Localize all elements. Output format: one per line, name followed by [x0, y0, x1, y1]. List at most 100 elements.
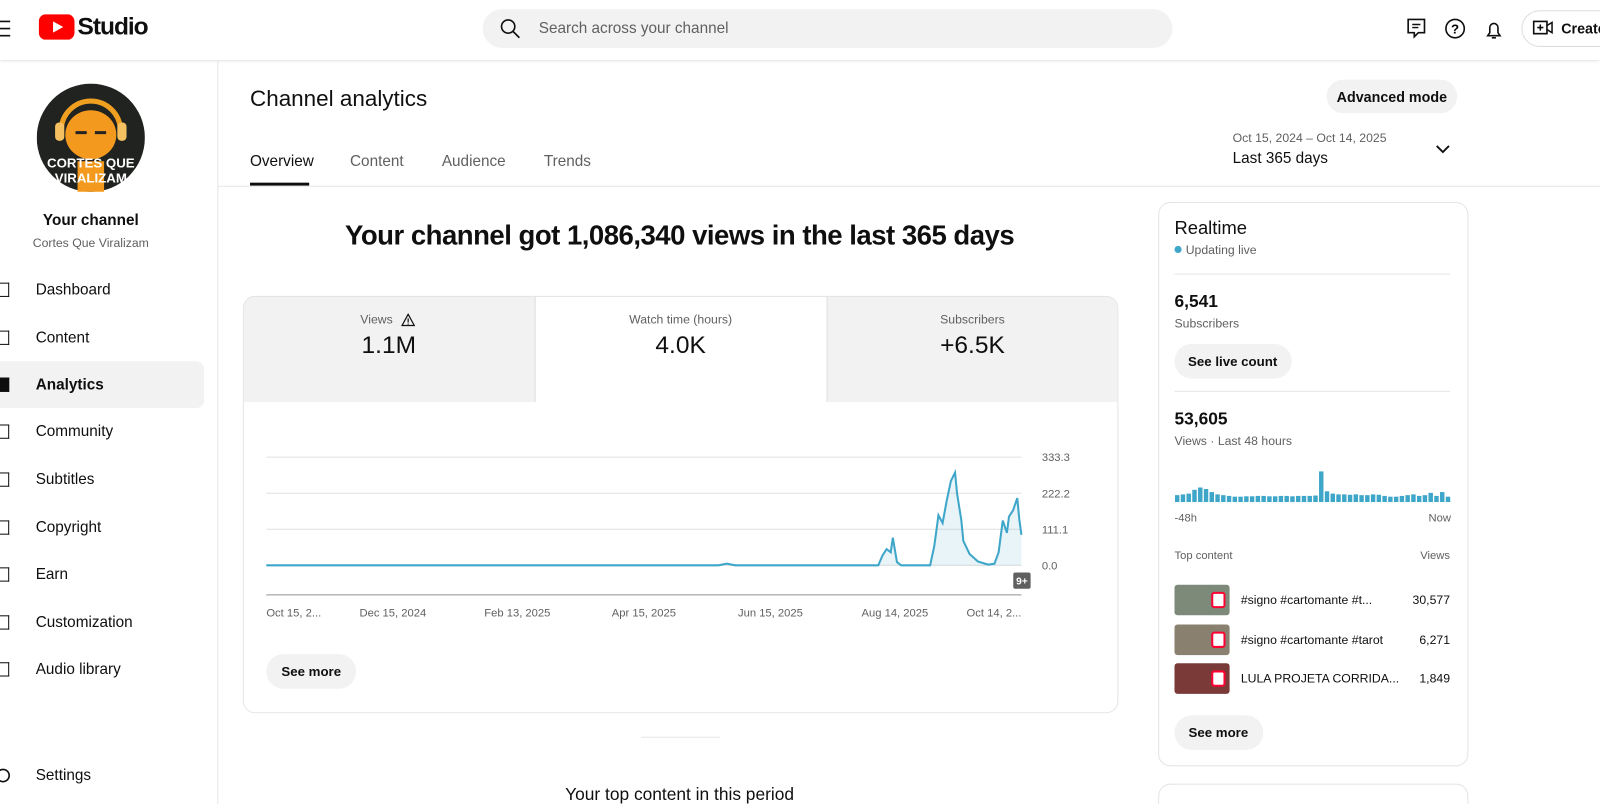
- bar: [1198, 487, 1203, 503]
- x-tick-label: Feb 13, 2025: [484, 607, 550, 619]
- metrics-card: [242, 295, 1119, 714]
- nav-icon: [0, 768, 10, 783]
- sidebar-border: [217, 60, 219, 804]
- period-chevron[interactable]: [1436, 145, 1450, 155]
- nav-item[interactable]: Earn: [35, 565, 69, 584]
- metric-tab[interactable]: [243, 296, 536, 403]
- see-more-button[interactable]: [1174, 715, 1264, 751]
- content-title[interactable]: #signo #cartomante #tarot: [1240, 632, 1384, 647]
- x-tick-label: Oct 14, 2...: [967, 607, 1022, 619]
- see-more-label: See more: [1188, 725, 1249, 741]
- realtime-views: 53,605: [1174, 409, 1228, 429]
- create-icon: [1532, 20, 1553, 35]
- annotation-badge: [1013, 572, 1031, 589]
- y-tick-label: 111.1: [1042, 524, 1068, 536]
- bar: [1434, 495, 1439, 503]
- bar: [1226, 495, 1232, 503]
- bar: [1249, 496, 1255, 503]
- header-icons[interactable]: ?: [1406, 17, 1508, 41]
- metric-value: 4.0K: [655, 331, 706, 360]
- see-live-count-label: See live count: [1188, 353, 1278, 369]
- nav-item[interactable]: Analytics: [35, 376, 104, 394]
- x-tick-label: Now: [1429, 512, 1452, 524]
- bar: [1238, 496, 1243, 503]
- nav-item[interactable]: Copyright: [35, 518, 102, 537]
- create-button[interactable]: [1521, 10, 1600, 47]
- period[interactable]: Last 365 days: [1232, 149, 1328, 167]
- metric-label: Views: [360, 312, 393, 327]
- nav-item[interactable]: Settings: [35, 766, 92, 785]
- bar: [1440, 492, 1445, 503]
- metric-tab[interactable]: [826, 296, 1118, 403]
- nav-active-bg: [0, 361, 205, 409]
- bar: [1301, 495, 1307, 503]
- tab[interactable]: Audience: [441, 152, 506, 170]
- bar: [1244, 496, 1249, 503]
- bar: [1284, 495, 1289, 503]
- x-tick-label: Oct 15, 2...: [266, 607, 321, 619]
- section-divider: [640, 736, 721, 738]
- search-box[interactable]: [482, 9, 1173, 48]
- live-dot: [1174, 245, 1182, 254]
- advanced-mode-button[interactable]: [1326, 79, 1458, 114]
- bar: [1330, 493, 1335, 503]
- tab[interactable]: Content: [350, 152, 404, 170]
- bar: [1290, 496, 1295, 503]
- bar: [1272, 496, 1278, 503]
- bar: [1422, 495, 1428, 503]
- line-chart: 0.0 111.1 222.2 333.3 Oct 15, 2... Dec 15, 20…: [266, 452, 1070, 619]
- realtime-status: Updating live: [1185, 242, 1257, 258]
- logo-text[interactable]: Studio: [77, 13, 149, 41]
- bar: [1267, 496, 1272, 503]
- shorts-badge: [1211, 591, 1226, 609]
- nav-item[interactable]: Community: [35, 422, 114, 441]
- nav-icon: [0, 520, 10, 535]
- top-content-label: Top content: [1174, 550, 1233, 563]
- nav-item[interactable]: Content: [35, 329, 90, 347]
- metric-label: Watch time (hours): [629, 312, 733, 327]
- bar: [1359, 495, 1364, 503]
- search-icon: [500, 19, 520, 39]
- bar: [1353, 494, 1359, 503]
- menu-icon[interactable]: [0, 18, 12, 38]
- area: [266, 472, 1022, 566]
- nav-item[interactable]: Audio library: [35, 660, 121, 679]
- y-tick-label: 333.3: [1042, 452, 1070, 464]
- content-title[interactable]: #signo #cartomante #t...: [1240, 592, 1373, 608]
- metric-value: 1.1M: [361, 331, 417, 360]
- realtime-bar-chart: -48h Now: [1174, 471, 1452, 524]
- channel-avatar[interactable]: CORTES QUE VIRALIZAM: [36, 83, 145, 192]
- see-live-count-button[interactable]: [1174, 343, 1292, 379]
- x-tick-label: Aug 14, 2025: [862, 607, 929, 619]
- logo-icon[interactable]: [38, 14, 76, 40]
- tab[interactable]: Trends: [543, 152, 591, 170]
- bar: [1411, 494, 1416, 503]
- search-placeholder: Search across your channel: [538, 19, 729, 38]
- nav-icon: [0, 377, 10, 392]
- bar: [1445, 496, 1451, 503]
- bar: [1342, 494, 1347, 503]
- tab[interactable]: Overview: [250, 152, 314, 170]
- tabs-divider: [217, 185, 1600, 187]
- content-title[interactable]: LULA PROJETA CORRIDA...: [1240, 671, 1400, 686]
- y-tick-label: 0.0: [1042, 560, 1058, 572]
- shorts-badge: [1211, 670, 1226, 687]
- next-card: [1158, 783, 1469, 804]
- bar: [1382, 495, 1387, 503]
- realtime-views-label: Views · Last 48 hours: [1174, 433, 1293, 448]
- nav-icon: [0, 615, 10, 630]
- nav-item[interactable]: Dashboard: [35, 281, 111, 299]
- divider: [1174, 390, 1451, 392]
- content-views: 1,849: [1419, 671, 1451, 686]
- content-views: 30,577: [1412, 592, 1451, 608]
- nav-icon: [0, 282, 10, 297]
- nav-item[interactable]: Subtitles: [35, 470, 95, 489]
- bar: [1278, 495, 1284, 503]
- nav-item[interactable]: Customization: [35, 613, 133, 632]
- bar: [1261, 495, 1266, 503]
- page-title: Channel analytics: [250, 85, 428, 112]
- see-more-button[interactable]: [266, 654, 357, 689]
- x-tick-label: Dec 15, 2024: [359, 607, 426, 619]
- bar: [1416, 495, 1422, 503]
